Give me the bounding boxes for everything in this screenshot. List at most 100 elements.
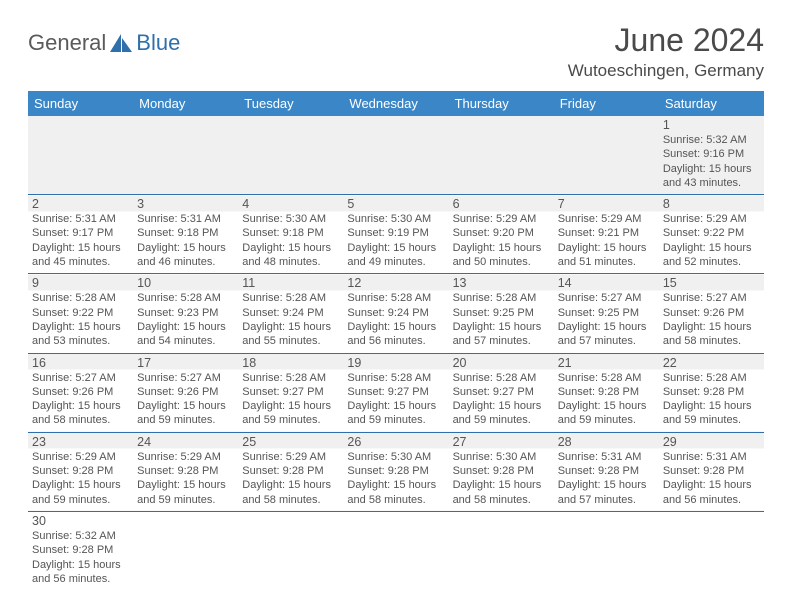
day-info: Sunrise: 5:32 AMSunset: 9:28 PMDaylight:… bbox=[32, 529, 129, 586]
calendar-empty-cell bbox=[343, 511, 448, 590]
day-info: Sunrise: 5:27 AMSunset: 9:26 PMDaylight:… bbox=[137, 371, 234, 428]
title-block: June 2024 Wutoeschingen, Germany bbox=[568, 22, 764, 81]
calendar-day-cell: 22Sunrise: 5:28 AMSunset: 9:28 PMDayligh… bbox=[659, 353, 764, 432]
day-number: 17 bbox=[137, 356, 234, 370]
day-number: 23 bbox=[32, 435, 129, 449]
day-info: Sunrise: 5:29 AMSunset: 9:28 PMDaylight:… bbox=[137, 450, 234, 507]
calendar-day-cell: 11Sunrise: 5:28 AMSunset: 9:24 PMDayligh… bbox=[238, 274, 343, 353]
day-info: Sunrise: 5:29 AMSunset: 9:21 PMDaylight:… bbox=[558, 212, 655, 269]
day-number: 11 bbox=[242, 276, 339, 290]
day-number: 12 bbox=[347, 276, 444, 290]
col-saturday: Saturday bbox=[659, 91, 764, 116]
col-sunday: Sunday bbox=[28, 91, 133, 116]
day-info: Sunrise: 5:27 AMSunset: 9:26 PMDaylight:… bbox=[663, 291, 760, 348]
location: Wutoeschingen, Germany bbox=[568, 61, 764, 81]
calendar-day-cell: 5Sunrise: 5:30 AMSunset: 9:19 PMDaylight… bbox=[343, 195, 448, 274]
calendar-empty-cell bbox=[449, 116, 554, 195]
day-number: 2 bbox=[32, 197, 129, 211]
col-tuesday: Tuesday bbox=[238, 91, 343, 116]
day-info: Sunrise: 5:28 AMSunset: 9:23 PMDaylight:… bbox=[137, 291, 234, 348]
day-info: Sunrise: 5:30 AMSunset: 9:18 PMDaylight:… bbox=[242, 212, 339, 269]
calendar-day-cell: 15Sunrise: 5:27 AMSunset: 9:26 PMDayligh… bbox=[659, 274, 764, 353]
day-info: Sunrise: 5:28 AMSunset: 9:24 PMDaylight:… bbox=[242, 291, 339, 348]
day-number: 20 bbox=[453, 356, 550, 370]
calendar-week-row: 23Sunrise: 5:29 AMSunset: 9:28 PMDayligh… bbox=[28, 432, 764, 511]
day-number: 22 bbox=[663, 356, 760, 370]
month-title: June 2024 bbox=[568, 22, 764, 59]
day-number: 13 bbox=[453, 276, 550, 290]
calendar-empty-cell bbox=[133, 116, 238, 195]
day-number: 26 bbox=[347, 435, 444, 449]
calendar-week-row: 2Sunrise: 5:31 AMSunset: 9:17 PMDaylight… bbox=[28, 195, 764, 274]
calendar-day-cell: 10Sunrise: 5:28 AMSunset: 9:23 PMDayligh… bbox=[133, 274, 238, 353]
calendar-day-cell: 4Sunrise: 5:30 AMSunset: 9:18 PMDaylight… bbox=[238, 195, 343, 274]
day-info: Sunrise: 5:31 AMSunset: 9:28 PMDaylight:… bbox=[558, 450, 655, 507]
logo-text-general: General bbox=[28, 30, 106, 56]
logo-sail-icon bbox=[108, 32, 134, 54]
day-number: 30 bbox=[32, 514, 129, 528]
day-info: Sunrise: 5:31 AMSunset: 9:18 PMDaylight:… bbox=[137, 212, 234, 269]
day-info: Sunrise: 5:30 AMSunset: 9:19 PMDaylight:… bbox=[347, 212, 444, 269]
day-info: Sunrise: 5:29 AMSunset: 9:28 PMDaylight:… bbox=[32, 450, 129, 507]
calendar-empty-cell bbox=[238, 116, 343, 195]
calendar-day-cell: 25Sunrise: 5:29 AMSunset: 9:28 PMDayligh… bbox=[238, 432, 343, 511]
day-info: Sunrise: 5:27 AMSunset: 9:26 PMDaylight:… bbox=[32, 371, 129, 428]
day-number: 19 bbox=[347, 356, 444, 370]
day-number: 8 bbox=[663, 197, 760, 211]
col-monday: Monday bbox=[133, 91, 238, 116]
day-info: Sunrise: 5:31 AMSunset: 9:17 PMDaylight:… bbox=[32, 212, 129, 269]
day-number: 27 bbox=[453, 435, 550, 449]
calendar-empty-cell bbox=[449, 511, 554, 590]
day-info: Sunrise: 5:28 AMSunset: 9:22 PMDaylight:… bbox=[32, 291, 129, 348]
calendar-day-cell: 14Sunrise: 5:27 AMSunset: 9:25 PMDayligh… bbox=[554, 274, 659, 353]
day-number: 9 bbox=[32, 276, 129, 290]
calendar-empty-cell bbox=[28, 116, 133, 195]
calendar-day-cell: 27Sunrise: 5:30 AMSunset: 9:28 PMDayligh… bbox=[449, 432, 554, 511]
calendar-empty-cell bbox=[238, 511, 343, 590]
calendar-empty-cell bbox=[343, 116, 448, 195]
calendar-day-cell: 18Sunrise: 5:28 AMSunset: 9:27 PMDayligh… bbox=[238, 353, 343, 432]
day-info: Sunrise: 5:32 AMSunset: 9:16 PMDaylight:… bbox=[663, 133, 760, 190]
day-info: Sunrise: 5:27 AMSunset: 9:25 PMDaylight:… bbox=[558, 291, 655, 348]
col-friday: Friday bbox=[554, 91, 659, 116]
calendar-day-cell: 19Sunrise: 5:28 AMSunset: 9:27 PMDayligh… bbox=[343, 353, 448, 432]
calendar-day-cell: 2Sunrise: 5:31 AMSunset: 9:17 PMDaylight… bbox=[28, 195, 133, 274]
calendar-week-row: 16Sunrise: 5:27 AMSunset: 9:26 PMDayligh… bbox=[28, 353, 764, 432]
day-number: 24 bbox=[137, 435, 234, 449]
day-info: Sunrise: 5:28 AMSunset: 9:27 PMDaylight:… bbox=[453, 371, 550, 428]
day-info: Sunrise: 5:28 AMSunset: 9:24 PMDaylight:… bbox=[347, 291, 444, 348]
day-number: 4 bbox=[242, 197, 339, 211]
day-number: 6 bbox=[453, 197, 550, 211]
day-info: Sunrise: 5:28 AMSunset: 9:28 PMDaylight:… bbox=[558, 371, 655, 428]
calendar-day-cell: 1Sunrise: 5:32 AMSunset: 9:16 PMDaylight… bbox=[659, 116, 764, 195]
calendar-day-cell: 16Sunrise: 5:27 AMSunset: 9:26 PMDayligh… bbox=[28, 353, 133, 432]
calendar-day-cell: 12Sunrise: 5:28 AMSunset: 9:24 PMDayligh… bbox=[343, 274, 448, 353]
calendar-header-row: Sunday Monday Tuesday Wednesday Thursday… bbox=[28, 91, 764, 116]
day-info: Sunrise: 5:29 AMSunset: 9:28 PMDaylight:… bbox=[242, 450, 339, 507]
calendar-empty-cell bbox=[133, 511, 238, 590]
calendar-week-row: 30Sunrise: 5:32 AMSunset: 9:28 PMDayligh… bbox=[28, 511, 764, 590]
calendar-day-cell: 26Sunrise: 5:30 AMSunset: 9:28 PMDayligh… bbox=[343, 432, 448, 511]
header-bar: General Blue June 2024 Wutoeschingen, Ge… bbox=[28, 22, 764, 81]
day-number: 7 bbox=[558, 197, 655, 211]
logo: General Blue bbox=[28, 22, 180, 56]
calendar-day-cell: 29Sunrise: 5:31 AMSunset: 9:28 PMDayligh… bbox=[659, 432, 764, 511]
day-number: 16 bbox=[32, 356, 129, 370]
calendar-day-cell: 8Sunrise: 5:29 AMSunset: 9:22 PMDaylight… bbox=[659, 195, 764, 274]
day-info: Sunrise: 5:31 AMSunset: 9:28 PMDaylight:… bbox=[663, 450, 760, 507]
calendar-week-row: 1Sunrise: 5:32 AMSunset: 9:16 PMDaylight… bbox=[28, 116, 764, 195]
day-info: Sunrise: 5:30 AMSunset: 9:28 PMDaylight:… bbox=[347, 450, 444, 507]
day-info: Sunrise: 5:29 AMSunset: 9:22 PMDaylight:… bbox=[663, 212, 760, 269]
day-number: 3 bbox=[137, 197, 234, 211]
day-info: Sunrise: 5:30 AMSunset: 9:28 PMDaylight:… bbox=[453, 450, 550, 507]
calendar-day-cell: 13Sunrise: 5:28 AMSunset: 9:25 PMDayligh… bbox=[449, 274, 554, 353]
day-number: 18 bbox=[242, 356, 339, 370]
day-info: Sunrise: 5:28 AMSunset: 9:25 PMDaylight:… bbox=[453, 291, 550, 348]
day-info: Sunrise: 5:29 AMSunset: 9:20 PMDaylight:… bbox=[453, 212, 550, 269]
calendar-empty-cell bbox=[659, 511, 764, 590]
calendar-day-cell: 30Sunrise: 5:32 AMSunset: 9:28 PMDayligh… bbox=[28, 511, 133, 590]
calendar-day-cell: 24Sunrise: 5:29 AMSunset: 9:28 PMDayligh… bbox=[133, 432, 238, 511]
calendar-day-cell: 21Sunrise: 5:28 AMSunset: 9:28 PMDayligh… bbox=[554, 353, 659, 432]
day-number: 15 bbox=[663, 276, 760, 290]
day-number: 29 bbox=[663, 435, 760, 449]
